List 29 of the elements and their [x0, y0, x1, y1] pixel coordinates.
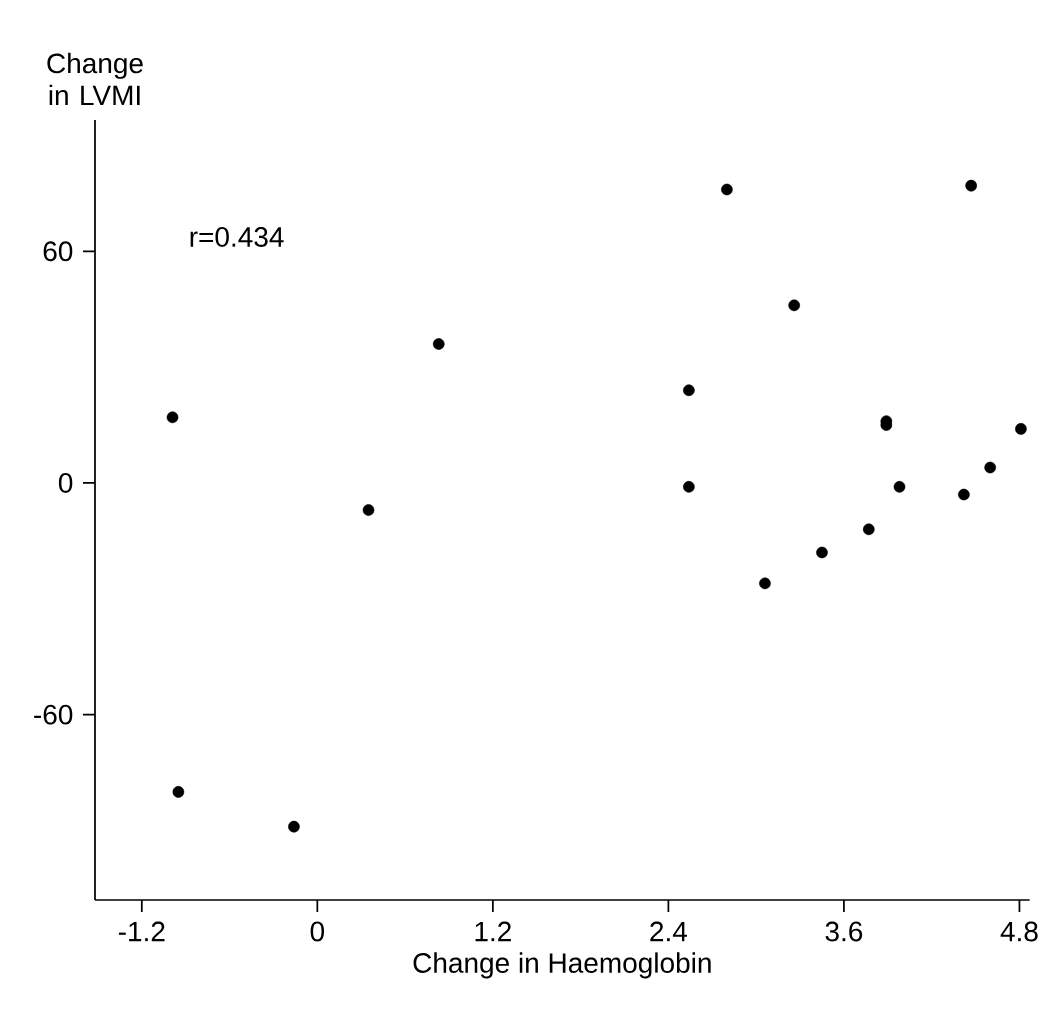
point — [1015, 423, 1027, 435]
x-tick-label: 2.4 — [650, 921, 688, 942]
x-tick-label: 0 — [310, 921, 325, 942]
point — [958, 488, 970, 501]
y-tick-label: -60 — [34, 704, 73, 725]
y-tick-label: 0 — [58, 473, 73, 493]
point — [166, 411, 179, 424]
point — [721, 183, 733, 196]
annotation: r=0.434 — [190, 227, 284, 247]
point — [788, 299, 800, 312]
y-tick-label: 60 — [43, 241, 73, 262]
point — [683, 384, 695, 397]
x-axis-title: Change in Haemoglobin — [413, 952, 711, 979]
x-tick-label: -1.2 — [118, 921, 165, 942]
point — [683, 481, 695, 493]
x-tick-label: 4.8 — [1000, 921, 1038, 942]
point — [759, 577, 771, 590]
point — [816, 546, 828, 559]
point — [862, 523, 875, 536]
point — [432, 338, 445, 350]
x-tick-label: 3.6 — [825, 921, 863, 942]
point — [288, 820, 300, 833]
y-axis-title: Change in LVMI — [47, 52, 143, 106]
point — [984, 461, 996, 474]
point — [965, 179, 977, 192]
point — [362, 504, 375, 516]
point — [893, 481, 906, 493]
x-tick-label: 1.2 — [475, 921, 511, 942]
point — [172, 786, 185, 798]
